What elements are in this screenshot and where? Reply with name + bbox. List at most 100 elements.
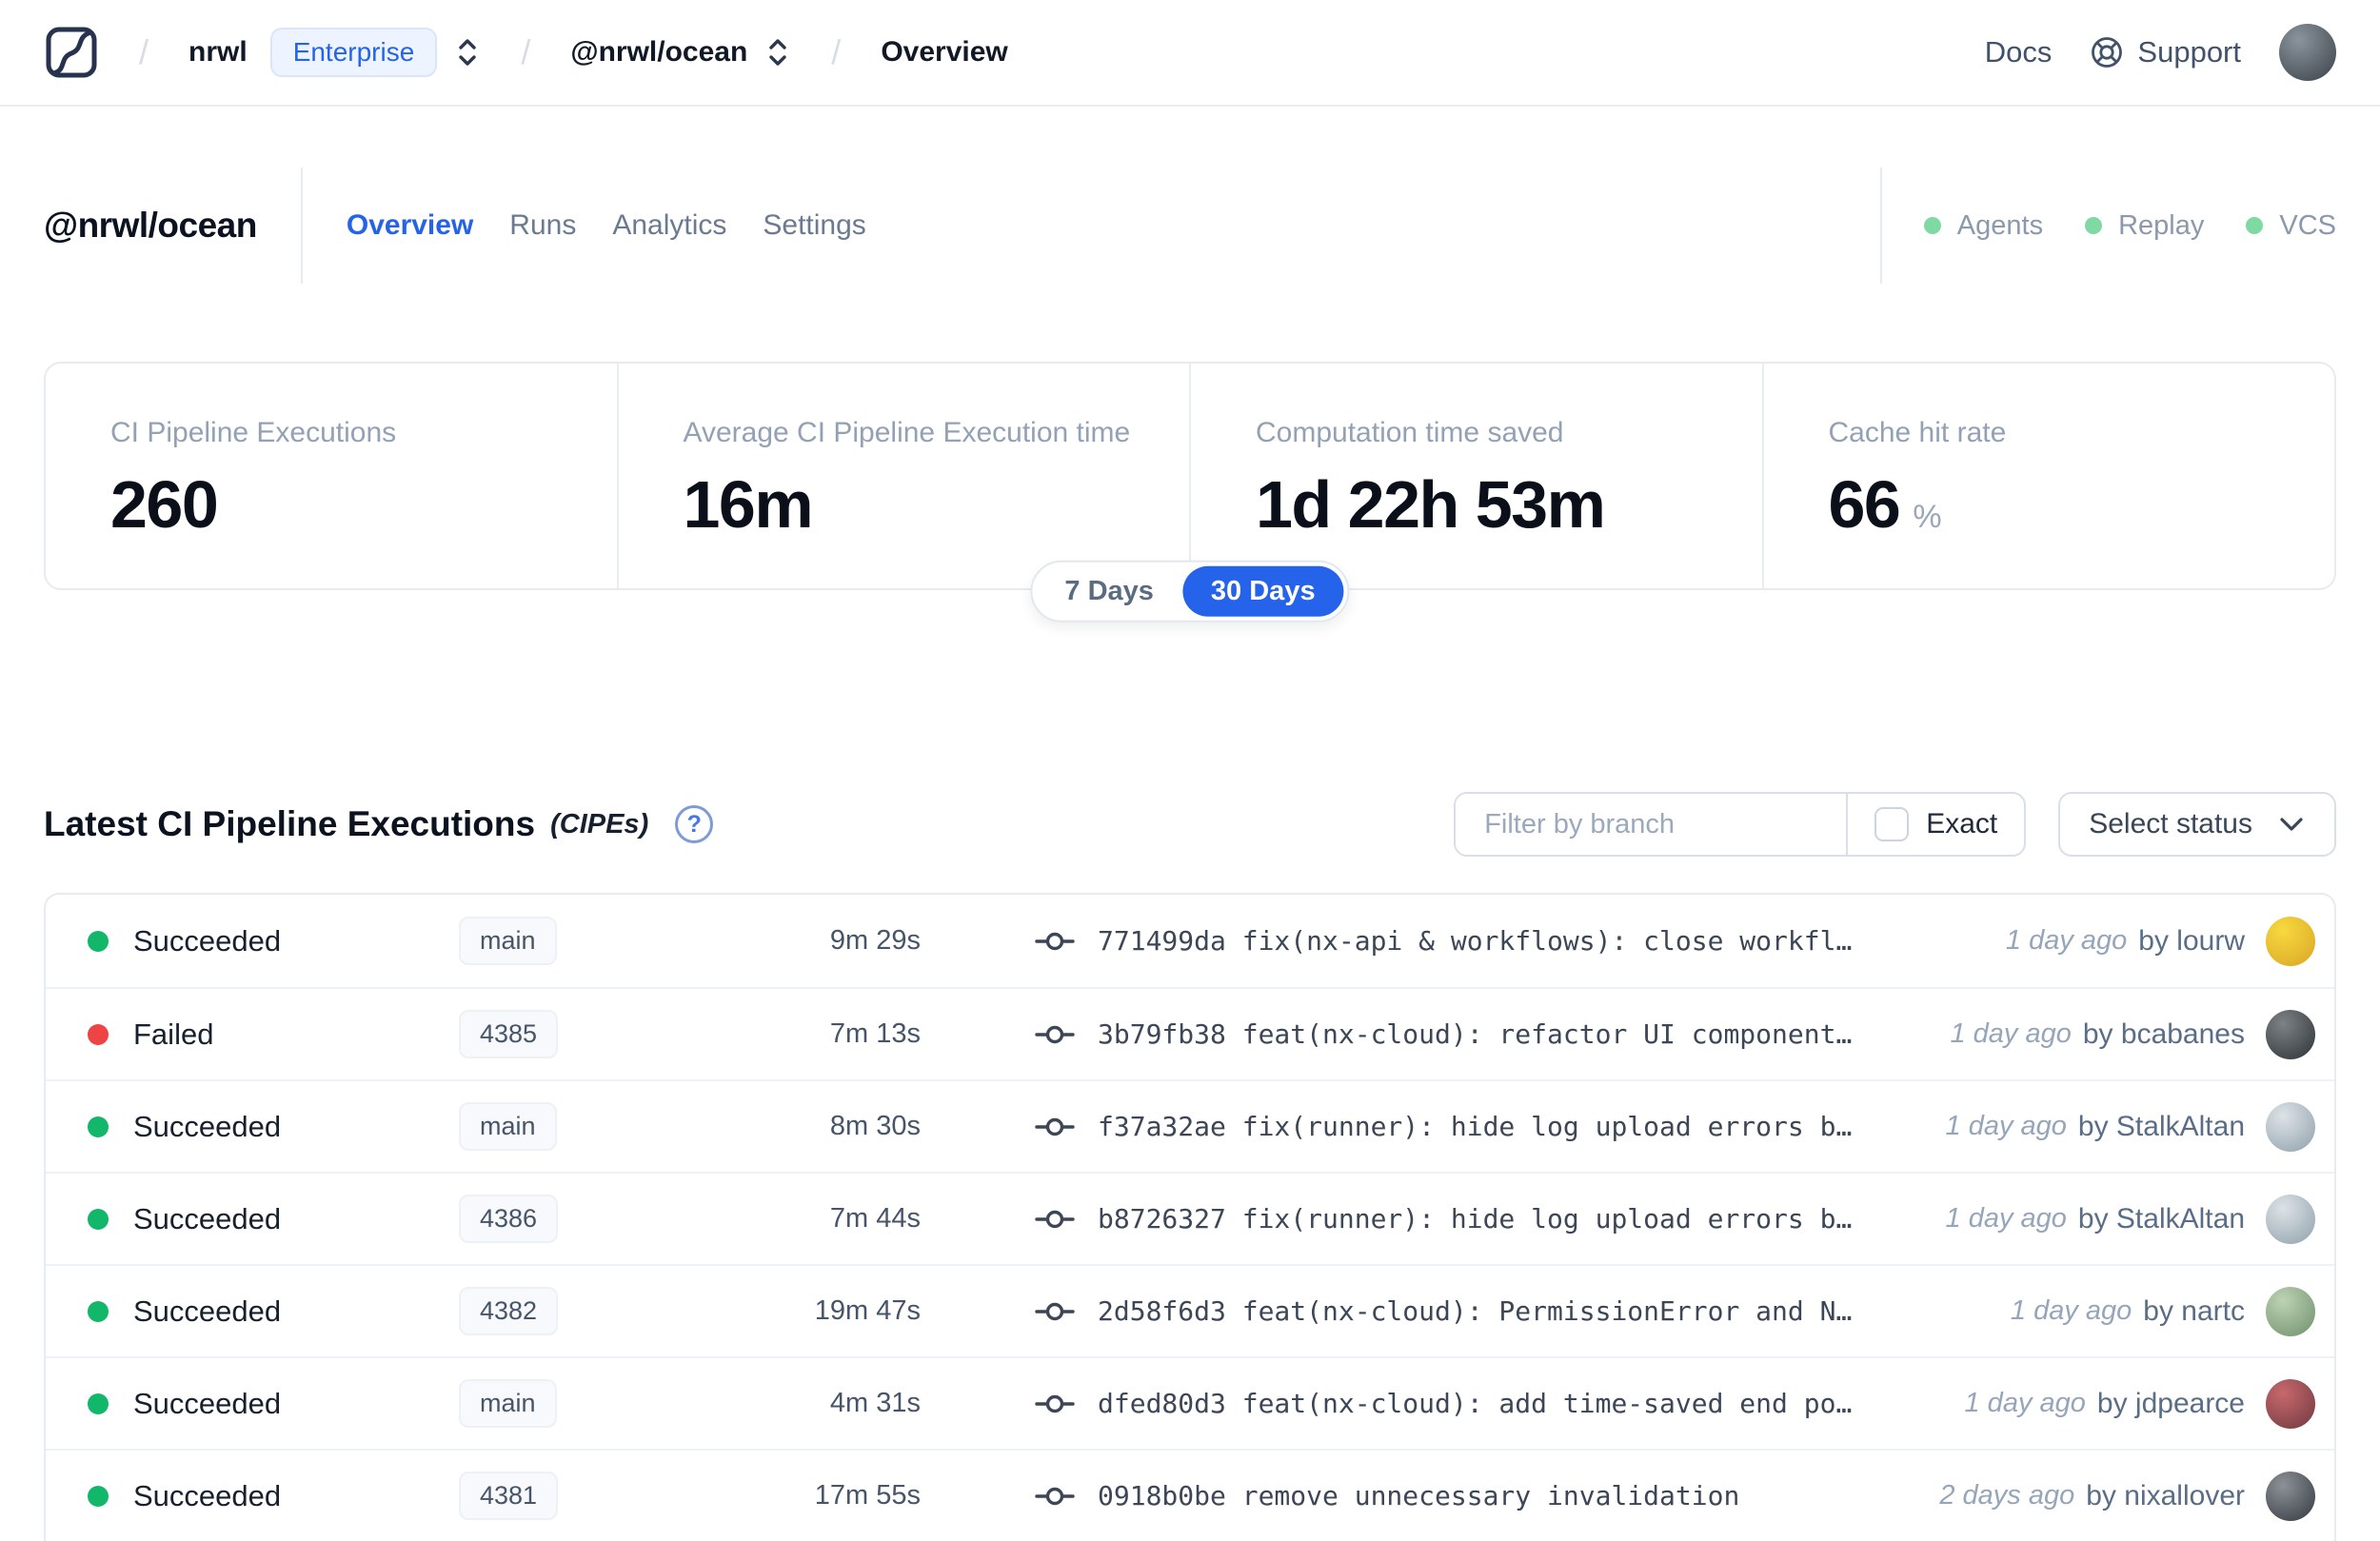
stat-value: 260: [110, 467, 219, 542]
commit-cell[interactable]: 771499da fix(nx-api & workflows): close …: [1035, 925, 1977, 957]
author[interactable]: by jdpearce: [2096, 1387, 2245, 1419]
author[interactable]: by nartc: [2143, 1294, 2245, 1327]
meta-cell: 1 day ago by StalkAltan: [1946, 1101, 2315, 1152]
branch-badge[interactable]: 4381: [459, 1472, 559, 1520]
top-navbar: / nrwl Enterprise / @nrwl/ocean / Overvi…: [0, 0, 2380, 107]
branch-badge[interactable]: main: [459, 1379, 557, 1428]
status-label: Failed: [133, 1017, 214, 1051]
branch-badge[interactable]: 4385: [459, 1010, 559, 1058]
commit-cell[interactable]: dfed80d3 feat(nx-cloud): add time-saved …: [1035, 1388, 1936, 1419]
table-row[interactable]: Failed 4385 7m 13s 3b79fb38 feat(nx-clou…: [46, 987, 2334, 1079]
table-row[interactable]: Succeeded 4381 17m 55s 0918b0be remove u…: [46, 1449, 2334, 1541]
branch-badge[interactable]: main: [459, 917, 557, 965]
indicator-label: Agents: [1956, 209, 2044, 241]
org-switcher-icon[interactable]: [454, 35, 481, 69]
tab-analytics[interactable]: Analytics: [612, 209, 727, 241]
status-cell: Succeeded: [88, 1294, 459, 1329]
branch-filter-group: Exact: [1454, 792, 2027, 857]
commit-message[interactable]: 771499da fix(nx-api & workflows): close …: [1098, 925, 1853, 957]
commit-message[interactable]: b8726327 fix(runner): hide log upload er…: [1098, 1203, 1853, 1235]
period-option-7-days[interactable]: 7 Days: [1064, 575, 1154, 606]
author-avatar: [2266, 1194, 2315, 1244]
duration-cell: 9m 29s: [829, 925, 921, 956]
user-avatar[interactable]: [2279, 24, 2336, 81]
breadcrumb-page: Overview: [881, 36, 1008, 68]
duration-cell: 19m 47s: [814, 1295, 921, 1326]
branch-badge[interactable]: main: [459, 1102, 557, 1151]
breadcrumb-workspace[interactable]: @nrwl/ocean: [570, 36, 748, 68]
green-status-dot: [2246, 217, 2264, 234]
stats-section: CI Pipeline Executions 260 Average CI Pi…: [44, 362, 2336, 622]
breadcrumb-separator: /: [139, 32, 149, 71]
tab-overview[interactable]: Overview: [346, 209, 474, 241]
duration-cell: 7m 44s: [829, 1203, 921, 1234]
section-title-suffix: (CIPEs): [550, 808, 649, 840]
commit-message[interactable]: dfed80d3 feat(nx-cloud): add time-saved …: [1098, 1388, 1853, 1419]
commit-cell[interactable]: 3b79fb38 feat(nx-cloud): refactor UI com…: [1035, 1018, 1921, 1050]
commit-cell[interactable]: 2d58f6d3 feat(nx-cloud): PermissionError…: [1035, 1295, 1982, 1327]
table-row[interactable]: Succeeded 4382 19m 47s 2d58f6d3 feat(nx-…: [46, 1264, 2334, 1356]
indicator-agents[interactable]: Agents: [1923, 209, 2044, 242]
time-ago: 1 day ago: [1945, 1203, 2067, 1234]
branch-cell: main: [459, 917, 687, 965]
table-row[interactable]: Succeeded 4386 7m 44s b8726327 fix(runne…: [46, 1172, 2334, 1264]
period-option-30-days[interactable]: 30 Days: [1181, 565, 1344, 617]
meta-cell: 2 days ago by nixallover: [1939, 1471, 2315, 1521]
commit-message[interactable]: 2d58f6d3 feat(nx-cloud): PermissionError…: [1098, 1295, 1853, 1327]
time-ago: 1 day ago: [1964, 1388, 2086, 1418]
stat-label: Average CI Pipeline Execution time: [683, 417, 1131, 448]
commit-message[interactable]: 3b79fb38 feat(nx-cloud): refactor UI com…: [1098, 1018, 1853, 1050]
author[interactable]: by nixallover: [2086, 1479, 2245, 1511]
support-link[interactable]: Support: [2090, 35, 2241, 69]
workspace-switcher-icon[interactable]: [764, 35, 791, 69]
green-status-dot: [2085, 217, 2103, 234]
table-row[interactable]: Succeeded main 8m 30s f37a32ae fix(runne…: [46, 1079, 2334, 1172]
indicator-replay[interactable]: Replay: [2085, 210, 2204, 242]
breadcrumb-separator: /: [521, 32, 531, 71]
select-status-label: Select status: [2089, 808, 2252, 840]
branch-filter-input[interactable]: [1456, 794, 1847, 855]
branch-cell: 4381: [459, 1472, 687, 1520]
tab-settings[interactable]: Settings: [763, 209, 866, 241]
period-toggle: 7 Days 30 Days: [1030, 560, 1350, 622]
tab-runs[interactable]: Runs: [509, 209, 577, 241]
select-status-button[interactable]: Select status: [2058, 792, 2336, 857]
commit-cell[interactable]: b8726327 fix(runner): hide log upload er…: [1035, 1203, 1917, 1235]
breadcrumb-separator: /: [831, 32, 842, 71]
exact-checkbox[interactable]: [1874, 807, 1910, 841]
git-commit-icon: [1035, 1392, 1075, 1416]
author[interactable]: by lourw: [2138, 924, 2245, 957]
table-row[interactable]: Succeeded main 4m 31s dfed80d3 feat(nx-c…: [46, 1356, 2334, 1449]
commit-cell[interactable]: f37a32ae fix(runner): hide log upload er…: [1035, 1111, 1917, 1142]
branch-badge[interactable]: 4382: [459, 1287, 559, 1335]
branch-badge[interactable]: 4386: [459, 1195, 559, 1243]
time-ago: 1 day ago: [2005, 925, 2128, 956]
author[interactable]: by StalkAltan: [2077, 1202, 2245, 1235]
stat-card-cache-hit-rate: Cache hit rate 66 %: [1761, 364, 2335, 588]
author-avatar: [2266, 1101, 2315, 1152]
status-label: Succeeded: [133, 1109, 282, 1143]
indicator-vcs[interactable]: VCS: [2246, 210, 2336, 242]
docs-link[interactable]: Docs: [1984, 35, 2053, 69]
status-label: Succeeded: [133, 1386, 282, 1420]
commit-message[interactable]: f37a32ae fix(runner): hide log upload er…: [1098, 1111, 1853, 1142]
git-commit-icon: [1035, 1299, 1075, 1324]
divider: [1879, 168, 1882, 284]
author[interactable]: by bcabanes: [2082, 1017, 2245, 1050]
git-commit-icon: [1035, 1207, 1075, 1232]
author[interactable]: by StalkAltan: [2077, 1110, 2245, 1142]
branch-cell: 4382: [459, 1287, 687, 1335]
exact-toggle[interactable]: Exact: [1846, 794, 2024, 855]
commit-cell[interactable]: 0918b0be remove unnecessary invalidation: [1035, 1480, 1911, 1511]
breadcrumb-org[interactable]: nrwl: [188, 36, 248, 68]
stat-card-computation-time-saved: Computation time saved 1d 22h 53m: [1189, 364, 1762, 588]
help-icon[interactable]: ?: [675, 805, 714, 843]
commit-message[interactable]: 0918b0be remove unnecessary invalidation: [1098, 1480, 1740, 1511]
git-commit-icon: [1035, 1484, 1075, 1509]
stat-unit: %: [1913, 499, 1942, 535]
nx-cloud-logo[interactable]: [44, 25, 99, 80]
meta-cell: 1 day ago by lourw: [2005, 916, 2315, 966]
branch-cell: 4385: [459, 1010, 687, 1058]
table-row[interactable]: Succeeded main 9m 29s 771499da fix(nx-ap…: [46, 895, 2334, 987]
enterprise-badge: Enterprise: [269, 28, 438, 77]
